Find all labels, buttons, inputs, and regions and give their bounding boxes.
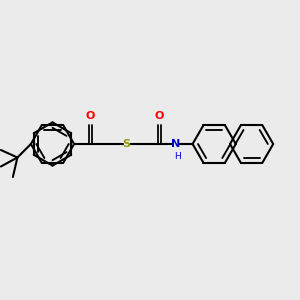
Text: O: O xyxy=(86,111,95,121)
Text: S: S xyxy=(123,139,130,149)
Text: H: H xyxy=(174,152,181,161)
Text: O: O xyxy=(155,111,164,121)
Text: N: N xyxy=(172,139,181,149)
